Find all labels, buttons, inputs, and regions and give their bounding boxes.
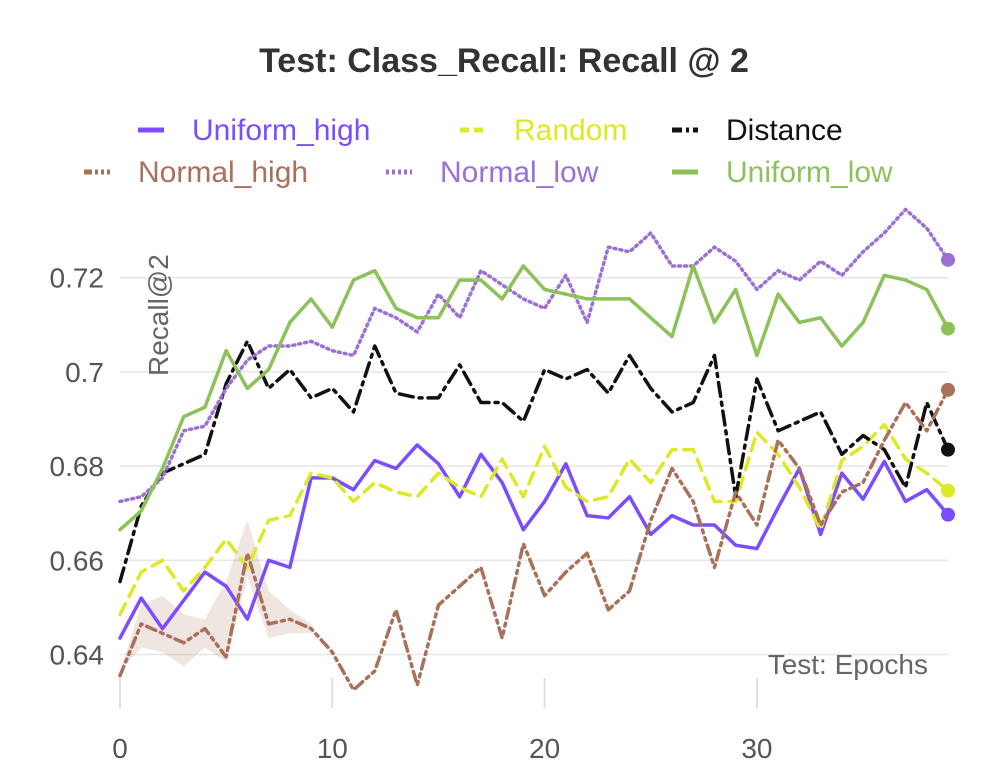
y-tick-label: 0.7 xyxy=(65,357,104,388)
legend-label: Distance xyxy=(726,114,843,147)
line-random xyxy=(118,422,950,617)
confidence-bands xyxy=(120,520,312,672)
chart-title: Test: Class_Recall: Recall @ 2 xyxy=(259,42,749,80)
y-axis-ticks: 0.64 0.66 0.68 0.7 0.72 xyxy=(50,263,105,671)
legend-item-uniform-low[interactable]: Uniform_low xyxy=(672,156,893,189)
y-tick-label: 0.66 xyxy=(50,545,105,576)
legend-label: Uniform_high xyxy=(192,114,370,147)
legend-label: Uniform_low xyxy=(726,156,893,189)
y-tick-label: 0.64 xyxy=(50,640,105,671)
legend-label: Normal_low xyxy=(440,156,599,189)
series-lines xyxy=(118,207,950,692)
series-end-markers xyxy=(941,252,955,522)
legend-item-uniform-high[interactable]: Uniform_high xyxy=(138,114,370,147)
legend-label: Normal_high xyxy=(138,156,308,189)
line-distance xyxy=(118,339,950,584)
legend-label: Random xyxy=(514,114,627,147)
line-uniform-high xyxy=(118,443,950,640)
end-marker-distance xyxy=(941,442,955,457)
x-tick-label: 20 xyxy=(529,733,560,764)
x-tick-label: 0 xyxy=(112,733,128,764)
line-normal-high xyxy=(118,388,950,692)
legend-item-normal-low[interactable]: Normal_low xyxy=(386,156,599,189)
end-marker-normal-low xyxy=(941,252,955,267)
end-marker-uniform-high xyxy=(941,507,955,522)
band-normal-high xyxy=(120,520,312,672)
y-axis-label: Recall@2 xyxy=(143,254,174,376)
grid xyxy=(119,276,948,708)
end-marker-normal-high xyxy=(941,382,955,397)
end-marker-uniform-low xyxy=(941,321,955,336)
x-tick-label: 10 xyxy=(317,733,348,764)
x-tick-label: 30 xyxy=(741,733,772,764)
legend-item-normal-high[interactable]: Normal_high xyxy=(84,156,308,189)
x-axis-ticks: 0 10 20 30 xyxy=(112,733,772,764)
legend-item-distance[interactable]: Distance xyxy=(672,114,843,147)
end-marker-random xyxy=(941,483,955,498)
legend-item-random[interactable]: Random xyxy=(460,114,627,147)
line-uniform-low xyxy=(118,264,950,532)
legend: Uniform_high Random Distance Normal_high Nor… xyxy=(84,114,893,189)
x-axis-label: Test: Epochs xyxy=(768,649,928,680)
y-tick-label: 0.68 xyxy=(50,451,105,482)
y-tick-label: 0.72 xyxy=(50,263,105,294)
line-normal-low xyxy=(118,207,950,504)
